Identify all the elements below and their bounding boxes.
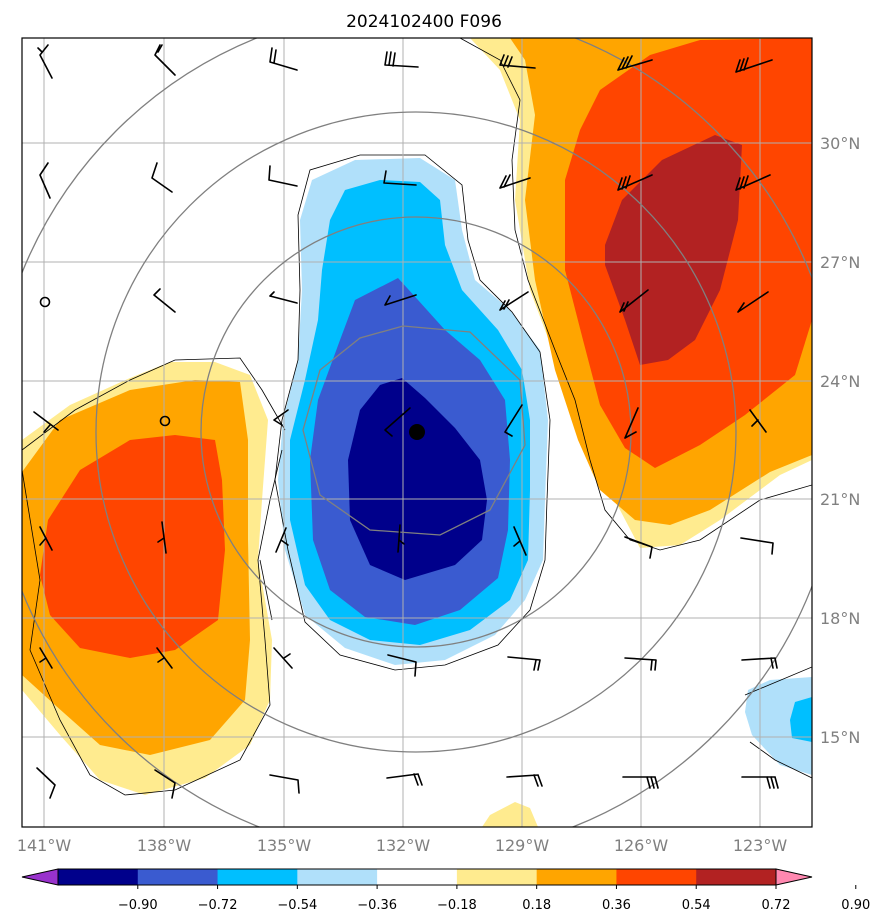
colorbar-frame	[57, 868, 777, 886]
colorbar-tick-label: 0.18	[522, 898, 551, 913]
southeast-negative-core	[790, 697, 812, 742]
lat-label: 24°N	[820, 372, 860, 391]
lon-label: 132°W	[376, 836, 431, 855]
west-positive-anomaly	[22, 362, 272, 795]
colorbar-tick-label: 0.54	[682, 898, 711, 913]
colorbar-swatch	[217, 869, 298, 885]
lat-label: 18°N	[820, 609, 860, 628]
central-negative-anomaly	[278, 158, 548, 665]
lon-label: 129°W	[495, 836, 550, 855]
anomaly-contours	[22, 38, 812, 796]
lat-lon-grid	[22, 38, 812, 827]
colorbar-swatch	[377, 869, 458, 885]
colorbar: −0.90 −0.72 −0.54 −0.36 −0.18 0.18 0.36 0.54 0.7…	[21, 868, 870, 913]
storm-center-marker	[409, 424, 425, 440]
colorbar-tick-label: −0.54	[277, 898, 317, 913]
longitude-labels: 141°W 138°W 135°W 132°W 129°W 126°W 123°…	[17, 836, 788, 855]
colorbar-extend-high	[775, 868, 813, 886]
latitude-labels: 30°N 27°N 24°N 21°N 18°N 15°N	[820, 134, 860, 747]
lat-label: 27°N	[820, 253, 860, 272]
colorbar-tick-label: −0.36	[357, 898, 397, 913]
colorbar-swatch	[297, 869, 378, 885]
colorbar-tick-label: 0.90	[841, 898, 870, 913]
lon-label: 141°W	[17, 836, 72, 855]
colorbar-tick-label: 0.36	[602, 898, 631, 913]
lat-label: 15°N	[820, 728, 860, 747]
calm-markers	[39, 296, 171, 427]
map-frame	[21, 37, 813, 828]
south-positive-patch	[482, 802, 538, 827]
map-title: 2024102400 F096	[346, 12, 502, 32]
lat-label: 21°N	[820, 490, 860, 509]
range-rings	[22, 38, 812, 827]
colorbar-extend-low	[21, 868, 59, 886]
colorbar-swatch	[536, 869, 617, 885]
lon-label: 138°W	[137, 836, 192, 855]
colorbar-swatch	[616, 869, 697, 885]
colorbar-swatch	[456, 869, 538, 885]
colorbar-swatch	[696, 869, 777, 885]
southeast-negative-patch	[745, 677, 812, 775]
lat-label: 30°N	[820, 134, 860, 153]
colorbar-tick-label: −0.90	[118, 898, 158, 913]
map-area	[22, 38, 812, 827]
lon-label: 123°W	[733, 836, 788, 855]
east-positive-anomaly	[470, 38, 812, 548]
colorbar-tick-label: −0.18	[437, 898, 477, 913]
lon-label: 126°W	[614, 836, 669, 855]
wind-barbs	[33, 44, 779, 799]
colorbar-tick-label: −0.72	[198, 898, 238, 913]
colorbar-swatch	[58, 869, 139, 885]
lon-label: 135°W	[257, 836, 312, 855]
colorbar-swatch	[137, 869, 219, 885]
colorbar-tick-label: 0.72	[762, 898, 791, 913]
